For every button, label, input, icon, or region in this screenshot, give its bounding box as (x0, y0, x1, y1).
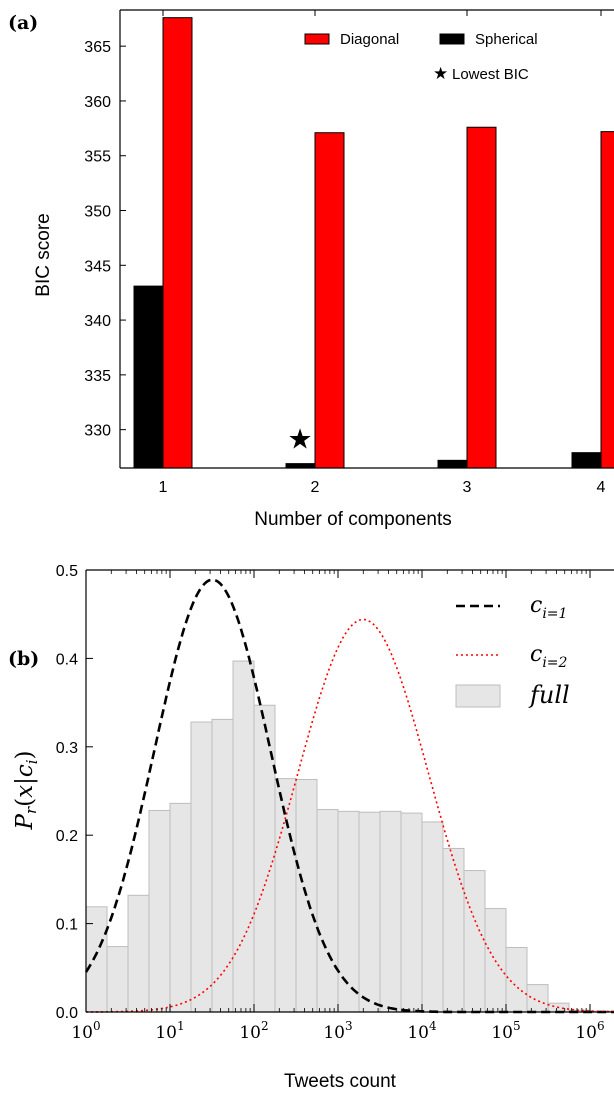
y-tick-label: 355 (84, 149, 111, 166)
bar-spherical-3 (437, 459, 468, 469)
histogram-bar (379, 810, 402, 1013)
y-tick-label: 330 (84, 423, 111, 440)
y-tick-label: 0.1 (56, 917, 78, 934)
y-axis-label: Pr(x|ci) (12, 750, 41, 830)
legend-swatch-diagonal (304, 33, 330, 45)
histogram-bar (400, 812, 423, 1013)
histogram-bar (316, 809, 339, 1013)
y-tick-label: 350 (84, 204, 111, 221)
y-tick-label: 0.5 (56, 563, 78, 580)
lowest-bic-marker: ★ (287, 423, 312, 454)
histogram-bar (295, 779, 318, 1013)
tweets-distribution-chart: (b) 0.0 0.1 0.2 0.3 0.4 0.5 100 101 102 103 104 105… (8, 563, 614, 1092)
legend-label-ci1: ci=1 (530, 593, 567, 622)
curve-2 (86, 618, 614, 1013)
x-tick-label: 104 (407, 1019, 437, 1043)
y-tick-label: 365 (84, 39, 111, 56)
legend-label-ci2: ci=2 (530, 642, 568, 671)
histogram-bar (211, 718, 234, 1013)
histogram-bar (106, 946, 129, 1013)
x-axis-label: Number of components (254, 509, 452, 530)
x-tick-label: 103 (323, 1019, 352, 1043)
histogram-bar (463, 870, 486, 1013)
x-tick-label: 1 (159, 479, 168, 496)
y-tick-label: 340 (84, 313, 111, 330)
histogram-bar (85, 906, 108, 1013)
histogram-bar (358, 811, 381, 1013)
y-tick-label: 335 (84, 368, 111, 385)
histogram-bar (232, 660, 255, 1013)
histogram-bars (85, 660, 612, 1013)
y-tick-label: 0.0 (56, 1005, 78, 1022)
y-axis-label: BIC score (33, 213, 54, 296)
histogram-bar (190, 721, 213, 1013)
y-tick-label: 345 (84, 258, 111, 275)
legend-label-diagonal: Diagonal (340, 31, 399, 48)
panel-label: (a) (8, 12, 38, 34)
legend-swatch-full (455, 684, 501, 708)
bic-bar-chart: (a) 330 335 340 345 350 355 360 365 1 2 3 4 ★ Diagon… (8, 9, 614, 530)
histogram-bar (526, 984, 549, 1013)
x-tick-label: 106 (575, 1019, 604, 1043)
histogram-bar (505, 946, 528, 1013)
legend-star-icon: ★ (433, 64, 448, 83)
y-tick-label: 0.4 (56, 651, 78, 668)
bar-diagonal-3 (466, 126, 497, 469)
axes: 0.0 0.1 0.2 0.3 0.4 0.5 100 101 102 103 104 105 106 P… (12, 563, 614, 1043)
panel-label: (b) (8, 648, 39, 670)
histogram-bar (421, 821, 444, 1013)
axes: 330 335 340 345 350 355 360 365 1 2 3 4 ★ (84, 9, 614, 496)
x-tick-label: 4 (597, 479, 606, 496)
histogram-bar (127, 894, 150, 1013)
bar-spherical-2 (285, 463, 316, 469)
bar-group (133, 17, 614, 469)
y-tick-label: 0.2 (56, 828, 78, 845)
legend-label-full: full (528, 681, 570, 709)
y-tick-label: 0.3 (56, 740, 78, 757)
histogram-bar (148, 809, 171, 1013)
x-tick-label: 105 (491, 1019, 520, 1043)
x-tick-label: 3 (463, 479, 472, 496)
x-tick-label: 102 (239, 1019, 268, 1043)
bar-spherical-1 (133, 285, 164, 469)
bar-diagonal-4 (600, 131, 614, 469)
legend-label-spherical: Spherical (475, 31, 538, 48)
histogram-bar (442, 847, 465, 1013)
legend: ci=1 ci=2 full (455, 593, 570, 709)
histogram-bar (169, 802, 192, 1013)
legend-swatch-spherical (439, 33, 465, 45)
x-tick-label: 100 (71, 1019, 100, 1043)
legend-label-lowest-bic: Lowest BIC (452, 66, 529, 83)
legend: Diagonal Spherical ★ Lowest BIC (304, 31, 538, 83)
x-tick-label: 101 (155, 1019, 184, 1043)
histogram-bar (337, 810, 360, 1013)
bar-diagonal-2 (314, 132, 345, 469)
bar-diagonal-1 (162, 17, 193, 469)
x-tick-label: 2 (311, 479, 320, 496)
x-axis-label: Tweets count (284, 1071, 397, 1092)
bar-spherical-4 (571, 452, 602, 469)
y-tick-label: 360 (84, 94, 111, 111)
